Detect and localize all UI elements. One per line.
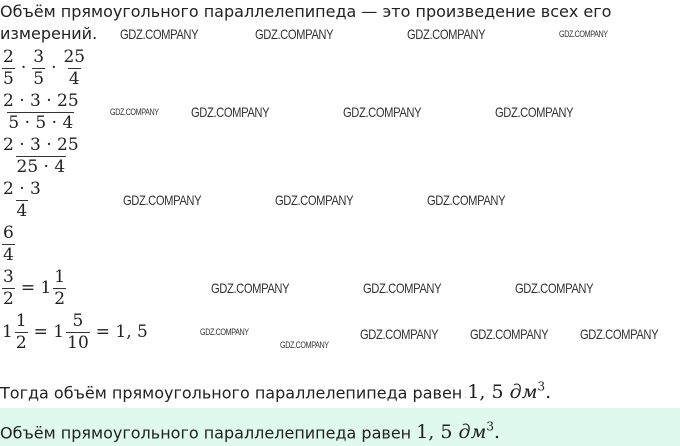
watermark: GDZ.COMPANY (200, 327, 249, 337)
watermark: GDZ.COMPANY (360, 326, 439, 342)
watermark: GDZ.COMPANY (280, 340, 329, 350)
watermark: GDZ.COMPANY (343, 104, 422, 120)
watermark: GDZ.COMPANY (515, 280, 594, 296)
math-row-2: 2 · 3 · 25 5 · 5 · 4 (2, 90, 678, 134)
answer-text: Объём прямоугольного параллелепипеда рав… (0, 414, 500, 446)
dot: · (51, 57, 57, 78)
watermark: GDZ.COMPANY (120, 26, 199, 42)
fraction: 5 10 (66, 310, 90, 353)
watermark: GDZ.COMPANY (495, 104, 574, 120)
watermark: GDZ.COMPANY (559, 29, 608, 39)
watermark: GDZ.COMPANY (363, 280, 442, 296)
whole: 1 (2, 321, 13, 342)
watermark: GDZ.COMPANY (427, 192, 506, 208)
conclusion-text: Тогда объём прямоугольного параллелепипе… (0, 374, 551, 406)
math-row-3: 2 · 3 · 25 25 · 4 (2, 134, 678, 178)
fraction: 25 4 (63, 46, 86, 89)
equals: = 1 (20, 277, 52, 298)
intro-line-1: Объём прямоугольного параллелепипеда — э… (0, 2, 612, 21)
watermark: GDZ.COMPANY (407, 26, 486, 42)
watermark: GDZ.COMPANY (211, 280, 290, 296)
watermark: GDZ.COMPANY (255, 26, 334, 42)
watermark: GDZ.COMPANY (191, 104, 270, 120)
watermark: GDZ.COMPANY (580, 326, 659, 342)
watermark: GDZ.COMPANY (470, 326, 549, 342)
answer-value: 1, 5 дм3. (416, 420, 501, 444)
watermark: GDZ.COMPANY (123, 192, 202, 208)
result: = 1, 5 (95, 321, 148, 342)
answer-label: Объём прямоугольного параллелепипеда рав… (0, 423, 412, 443)
conclusion-value: 1, 5 дм3. (467, 380, 552, 404)
intro-line-2: измерений. (0, 24, 98, 43)
watermark: GDZ.COMPANY (275, 192, 354, 208)
equals: = 1 (33, 321, 65, 342)
dot: · (20, 57, 27, 78)
answer-band (0, 408, 680, 446)
conclusion-label: Тогда объём прямоугольного параллелепипе… (0, 383, 463, 403)
watermark: GDZ.COMPANY (110, 107, 159, 117)
fraction: 2 · 3 · 25 25 · 4 (3, 134, 79, 177)
fraction: 2 · 3 · 25 5 · 5 · 4 (3, 90, 79, 133)
